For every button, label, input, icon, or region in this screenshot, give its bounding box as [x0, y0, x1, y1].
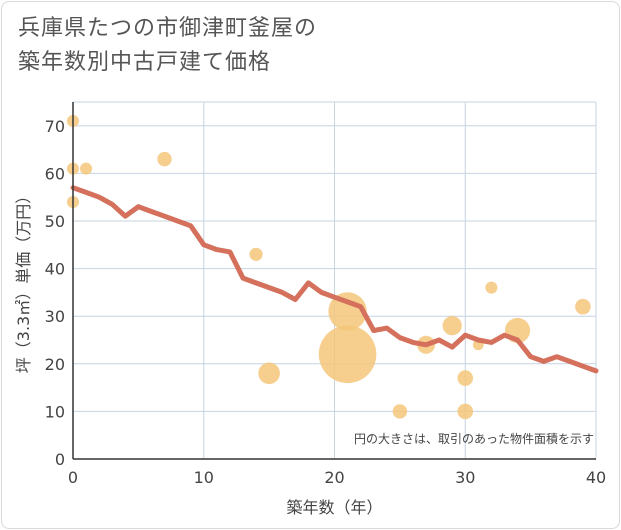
x-tick-label: 20 — [324, 468, 344, 487]
bubble-point — [249, 247, 263, 261]
x-tick-label: 40 — [586, 468, 606, 487]
bubble-point — [392, 404, 408, 419]
y-axis-label: 坪（3.3㎡）単価（万円） — [14, 188, 33, 373]
x-axis-label: 築年数（年） — [286, 498, 382, 517]
grid-lines — [73, 101, 597, 459]
y-tick-label: 70 — [45, 117, 65, 136]
y-tick-label: 30 — [45, 307, 65, 326]
y-tick-label: 50 — [45, 212, 65, 231]
bubble-point — [318, 325, 377, 384]
bubble-size-note: 円の大きさは、取引のあった物件面積を示す — [354, 431, 594, 446]
trend-line — [70, 185, 599, 374]
x-tick-label: 30 — [455, 468, 475, 487]
tick-labels: 0 10 20 30 40 50 60 70 0 10 20 30 40 — [45, 117, 607, 487]
chart-title: 兵庫県たつの市御津町釜屋の 築年数別中古戸建て価格 — [18, 12, 317, 80]
axes — [72, 102, 596, 460]
bubble-point — [442, 316, 462, 336]
bubble-point — [258, 362, 280, 385]
bubble-point — [157, 151, 172, 167]
y-tick-label: 10 — [45, 402, 65, 421]
bubble-point — [575, 298, 591, 315]
bubble-point — [485, 281, 498, 294]
x-tick-label: 0 — [68, 468, 78, 487]
bubble-point — [457, 370, 474, 386]
bubble-point — [457, 403, 474, 420]
y-tick-label: 60 — [45, 164, 65, 183]
bubble-point — [328, 292, 367, 331]
y-tick-label: 20 — [45, 355, 65, 374]
y-tick-label: 0 — [55, 450, 65, 469]
chart-title-line-1: 兵庫県たつの市御津町釜屋の — [18, 16, 318, 41]
chart-title-line-2: 築年数別中古戸建て価格 — [18, 50, 272, 75]
bubbles-layer — [67, 115, 591, 420]
y-tick-label: 40 — [45, 260, 65, 279]
x-tick-label: 10 — [194, 468, 214, 487]
bubble-point — [80, 162, 93, 175]
